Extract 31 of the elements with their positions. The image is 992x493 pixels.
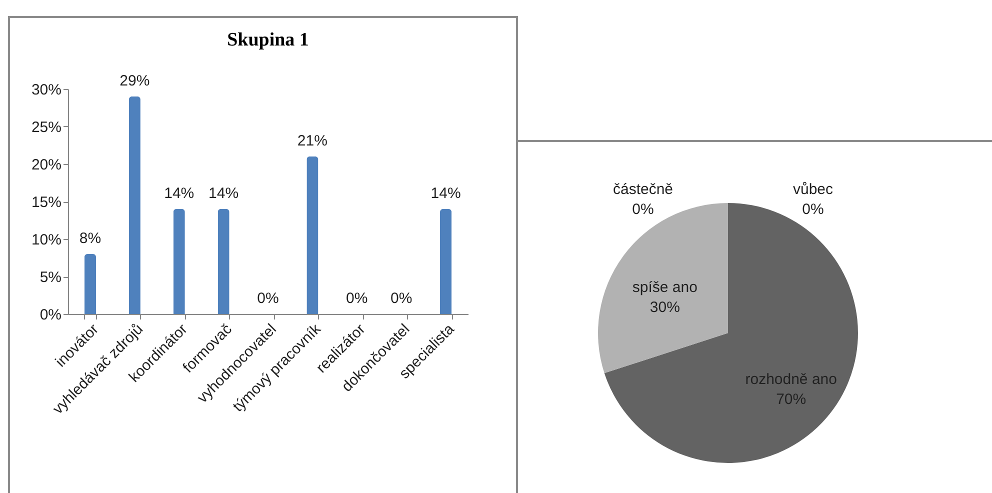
y-tick-label: 15% bbox=[31, 194, 62, 211]
y-tick-label: 25% bbox=[31, 119, 62, 136]
slice-label: spíše ano bbox=[632, 279, 698, 296]
data-label: 21% bbox=[297, 132, 328, 150]
data-label: 0% bbox=[390, 290, 412, 307]
y-tick-label: 5% bbox=[40, 269, 62, 286]
data-label: 0% bbox=[257, 290, 279, 307]
bar bbox=[84, 254, 96, 314]
bar bbox=[173, 209, 185, 314]
text: 0% bbox=[802, 201, 824, 218]
category-label: částečně bbox=[612, 181, 674, 198]
data-label: 70% bbox=[776, 390, 806, 408]
y-tick-label: 30% bbox=[31, 82, 62, 98]
bar bbox=[440, 209, 452, 314]
y-tick-label: 20% bbox=[31, 156, 62, 174]
data-label: 30% bbox=[650, 299, 680, 316]
data-label: 29% bbox=[120, 72, 150, 90]
data-label: 14% bbox=[430, 185, 461, 202]
y-tick-label: 10% bbox=[31, 232, 62, 248]
category-label: vůbec bbox=[792, 181, 834, 198]
slice-label: rozhodně ano bbox=[745, 370, 837, 388]
text: 0% bbox=[632, 201, 654, 218]
bar bbox=[128, 96, 140, 314]
bar bbox=[306, 156, 318, 314]
data-label: 8% bbox=[79, 230, 102, 247]
bar bbox=[218, 209, 230, 314]
y-tick-label: 0% bbox=[40, 306, 62, 324]
data-label: 14% bbox=[164, 185, 194, 202]
data-label: 14% bbox=[208, 185, 239, 202]
chart-title: Skupina 1 bbox=[227, 30, 309, 50]
data-label: 0% bbox=[346, 290, 368, 307]
